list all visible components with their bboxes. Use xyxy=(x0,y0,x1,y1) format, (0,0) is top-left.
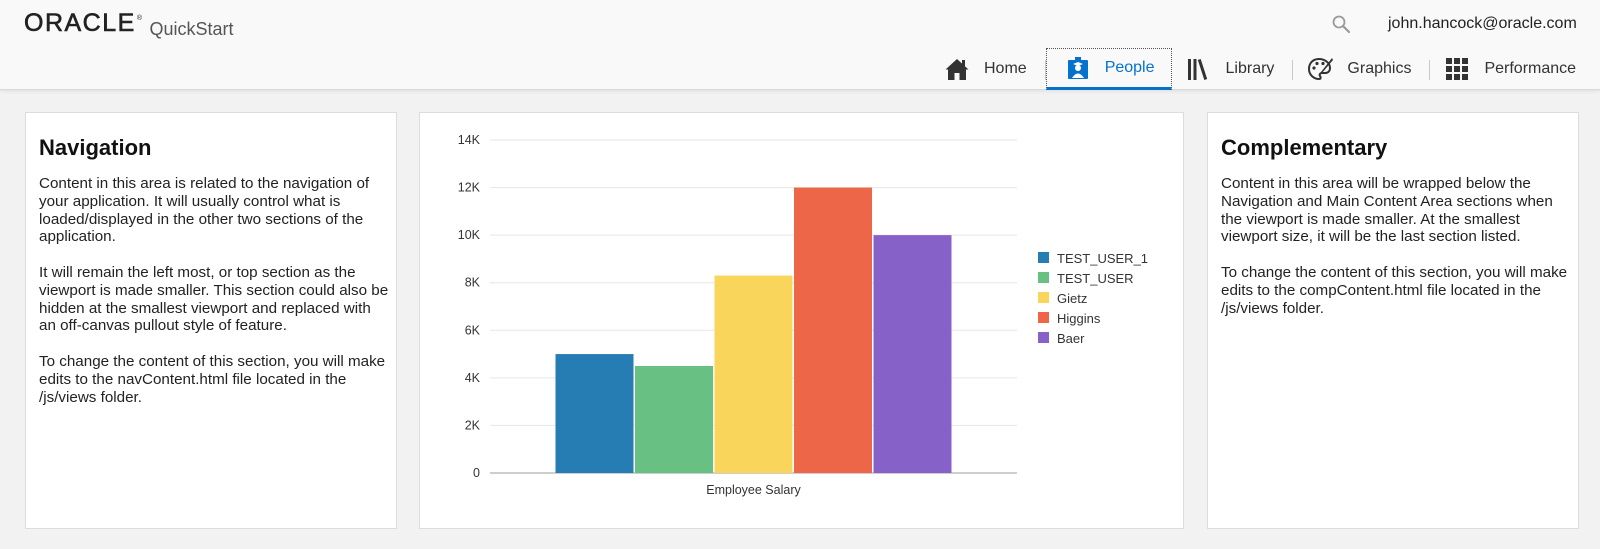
panel-title: Navigation xyxy=(39,135,152,160)
legend-swatch xyxy=(1038,272,1049,283)
navigation-panel: Navigation Content in this area is relat… xyxy=(25,112,397,529)
grid-icon xyxy=(1446,58,1469,80)
paragraph: Content in this area will be wrapped bel… xyxy=(1221,175,1553,246)
legend-label: Higgins xyxy=(1057,311,1101,326)
y-tick-label: 6K xyxy=(465,323,481,337)
nav-divider xyxy=(1292,60,1294,80)
y-tick-label: 14K xyxy=(458,133,481,147)
people-icon xyxy=(1067,57,1088,79)
main-nav: Home People Library xyxy=(930,48,1594,90)
library-icon xyxy=(1187,59,1207,80)
search-icon[interactable] xyxy=(1331,14,1351,34)
paragraph: To change the content of this section, y… xyxy=(1221,263,1568,317)
bar-higgins xyxy=(794,187,872,474)
legend-label: TEST_USER xyxy=(1057,271,1134,286)
legend-label: Baer xyxy=(1057,331,1085,346)
legend-swatch xyxy=(1038,292,1049,303)
nav-label: Library xyxy=(1225,60,1275,77)
panel-body: Content in this area is related to the n… xyxy=(39,175,389,424)
salary-bar-chart: 0 2K 4K 6K 8K 10K 12K 14K Employee Salary TEST_US… xyxy=(458,133,1148,497)
graphics-icon xyxy=(1308,57,1334,81)
nav-label: Home xyxy=(984,60,1027,77)
y-tick-label: 8K xyxy=(465,276,481,290)
nav-item-performance[interactable]: Performance xyxy=(1430,48,1594,90)
bar-gietz xyxy=(714,275,793,473)
bar-test_user xyxy=(635,365,713,473)
legend-swatch xyxy=(1038,312,1049,323)
app-header: ORACLE® QuickStart john.hancock@oracle.c… xyxy=(0,0,1600,90)
nav-label: Graphics xyxy=(1347,60,1412,77)
complementary-panel: Complementary Content in this area will … xyxy=(1207,112,1579,529)
legend-swatch xyxy=(1038,332,1049,343)
y-tick-label: 12K xyxy=(458,181,481,195)
y-tick-label: 10K xyxy=(458,228,481,242)
panel-title: Complementary xyxy=(1221,135,1388,160)
app-name: QuickStart xyxy=(149,19,234,39)
bar-test_user_1 xyxy=(555,354,634,473)
home-icon xyxy=(945,59,969,80)
paragraph: It will remain the left most, or top sec… xyxy=(39,263,389,335)
panel-body: Content in this area will be wrapped bel… xyxy=(1221,175,1571,335)
legend-label: Gietz xyxy=(1057,291,1087,306)
nav-divider xyxy=(1044,60,1046,80)
nav-divider xyxy=(1429,60,1431,80)
brand: ORACLE® QuickStart xyxy=(24,9,234,39)
main-content-panel: 0 2K 4K 6K 8K 10K 12K 14K Employee Salary TEST_US… xyxy=(419,112,1184,529)
nav-item-library[interactable]: Library xyxy=(1172,48,1293,90)
nav-label: People xyxy=(1104,59,1155,76)
y-tick-label: 4K xyxy=(465,371,481,385)
nav-label: Performance xyxy=(1484,60,1577,77)
nav-item-home[interactable]: Home xyxy=(930,48,1045,90)
paragraph: Content in this area is related to the n… xyxy=(39,175,370,246)
x-category-label: Employee Salary xyxy=(706,483,801,497)
nav-item-people[interactable]: People xyxy=(1045,48,1172,90)
nav-item-graphics[interactable]: Graphics xyxy=(1293,48,1429,90)
y-tick-label: 2K xyxy=(465,418,481,432)
bar-baer xyxy=(873,235,952,473)
user-menu[interactable]: john.hancock@oracle.com xyxy=(1388,15,1577,32)
y-tick-label: 0 xyxy=(473,466,480,480)
oracle-logo: ORACLE® xyxy=(24,9,144,37)
legend-swatch xyxy=(1038,252,1049,263)
paragraph: To change the content of this section, y… xyxy=(39,352,386,406)
registered-mark: ® xyxy=(136,15,144,22)
legend-label: TEST_USER_1 xyxy=(1057,251,1148,266)
